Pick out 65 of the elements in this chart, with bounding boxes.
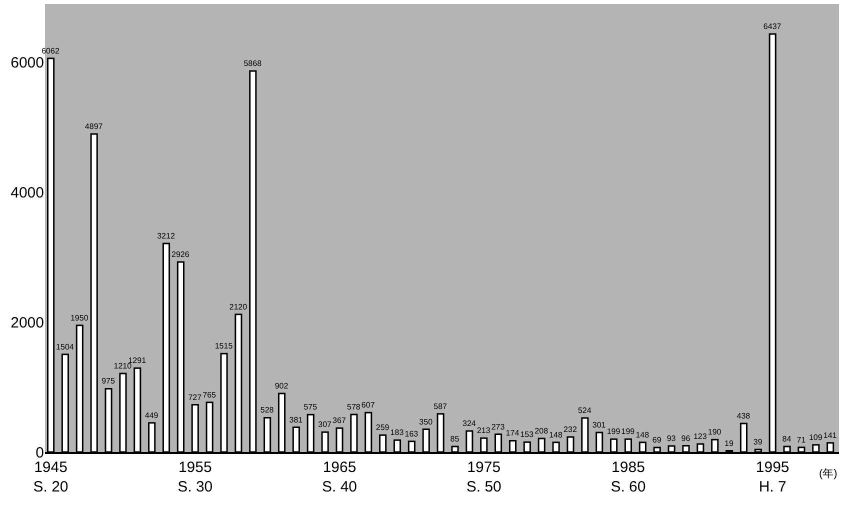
data-label: 183: [390, 428, 404, 438]
x-tick-label: 1995 H. 7: [756, 459, 790, 496]
data-label: 975: [102, 376, 116, 386]
x-tick-label: 1945 S. 20: [33, 459, 68, 496]
data-label: 324: [462, 418, 476, 428]
data-label: 4897: [84, 122, 104, 132]
data-label: 2120: [229, 302, 248, 312]
x-tick-label: 1955 S. 30: [178, 459, 213, 496]
data-label: 174: [506, 428, 520, 438]
data-label: 5868: [244, 59, 262, 68]
data-label: 528: [260, 406, 274, 415]
data-label: 307: [318, 420, 332, 430]
data-label: 381: [289, 415, 304, 424]
data-label: 123: [693, 432, 708, 442]
data-label: 273: [491, 422, 506, 432]
y-tick-label: 2000: [10, 314, 44, 332]
data-label: 199: [606, 427, 621, 436]
data-label: 1210: [114, 361, 132, 370]
data-label: 213: [476, 426, 491, 436]
data-label: 71: [796, 435, 806, 444]
data-label: 141: [823, 430, 838, 440]
data-label: 208: [534, 426, 549, 436]
data-label: 1504: [56, 342, 74, 352]
data-label: 6437: [763, 22, 782, 32]
data-label: 163: [404, 429, 419, 438]
data-label: 39: [753, 437, 763, 446]
y-tick-label: 4000: [10, 184, 44, 202]
data-label: 438: [736, 412, 751, 421]
y-tick-label: 0: [36, 444, 44, 462]
data-label: 524: [578, 406, 592, 415]
data-label: 578: [346, 402, 361, 412]
data-label: 93: [666, 434, 676, 443]
data-label: 902: [274, 381, 289, 390]
data-label: 96: [681, 434, 691, 443]
y-tick-label: 6000: [10, 54, 44, 72]
data-label: 1515: [214, 342, 234, 351]
data-label: 350: [419, 417, 434, 426]
data-label: 153: [520, 430, 534, 440]
data-label: 84: [782, 434, 792, 444]
data-label: 301: [592, 420, 606, 430]
data-label: 765: [202, 390, 217, 400]
data-label: 587: [434, 402, 448, 411]
data-label: 3212: [157, 231, 176, 240]
data-label: 1950: [70, 313, 89, 322]
x-axis-title: (年): [819, 468, 838, 480]
data-label: 575: [304, 402, 318, 412]
data-label: 199: [621, 427, 636, 436]
data-label: 2926: [172, 250, 190, 260]
x-tick-label: 1965 S. 40: [322, 459, 358, 496]
data-label: 190: [708, 428, 722, 437]
data-label: 607: [361, 400, 376, 410]
data-label: 148: [636, 430, 650, 440]
data-label: 727: [188, 392, 202, 402]
data-label: 69: [652, 436, 662, 445]
x-tick-label: 1975 S. 50: [466, 459, 502, 496]
data-label: 367: [332, 416, 346, 426]
x-tick-label: 1985 S. 60: [610, 459, 646, 496]
data-label: 232: [564, 424, 578, 434]
data-label: 85: [450, 434, 460, 444]
data-label: 109: [808, 432, 823, 442]
data-label: 259: [376, 423, 390, 432]
data-label: 6062: [42, 46, 60, 56]
data-label: 148: [549, 430, 563, 440]
data-label: 449: [144, 410, 159, 420]
data-label: 19: [724, 438, 734, 448]
